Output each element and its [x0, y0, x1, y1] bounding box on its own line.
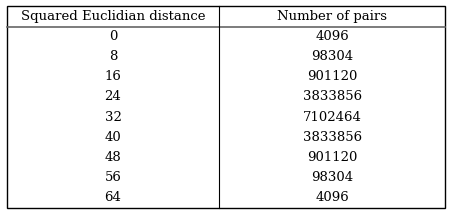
Text: 8: 8	[109, 50, 117, 63]
Text: 98304: 98304	[310, 171, 353, 184]
Text: 7102464: 7102464	[302, 111, 361, 123]
Text: 3833856: 3833856	[302, 91, 361, 103]
Text: 98304: 98304	[310, 50, 353, 63]
Text: 64: 64	[104, 191, 121, 204]
Text: 48: 48	[104, 151, 121, 164]
Text: 3833856: 3833856	[302, 131, 361, 144]
Text: 24: 24	[104, 91, 121, 103]
Text: 0: 0	[109, 30, 117, 43]
Text: Squared Euclidian distance: Squared Euclidian distance	[21, 10, 205, 23]
Text: 56: 56	[104, 171, 121, 184]
Text: 901120: 901120	[306, 70, 357, 83]
Text: 40: 40	[104, 131, 121, 144]
Text: 16: 16	[104, 70, 121, 83]
Text: 32: 32	[104, 111, 121, 123]
Text: 901120: 901120	[306, 151, 357, 164]
Text: 4096: 4096	[315, 30, 348, 43]
Text: Number of pairs: Number of pairs	[276, 10, 387, 23]
Text: 4096: 4096	[315, 191, 348, 204]
